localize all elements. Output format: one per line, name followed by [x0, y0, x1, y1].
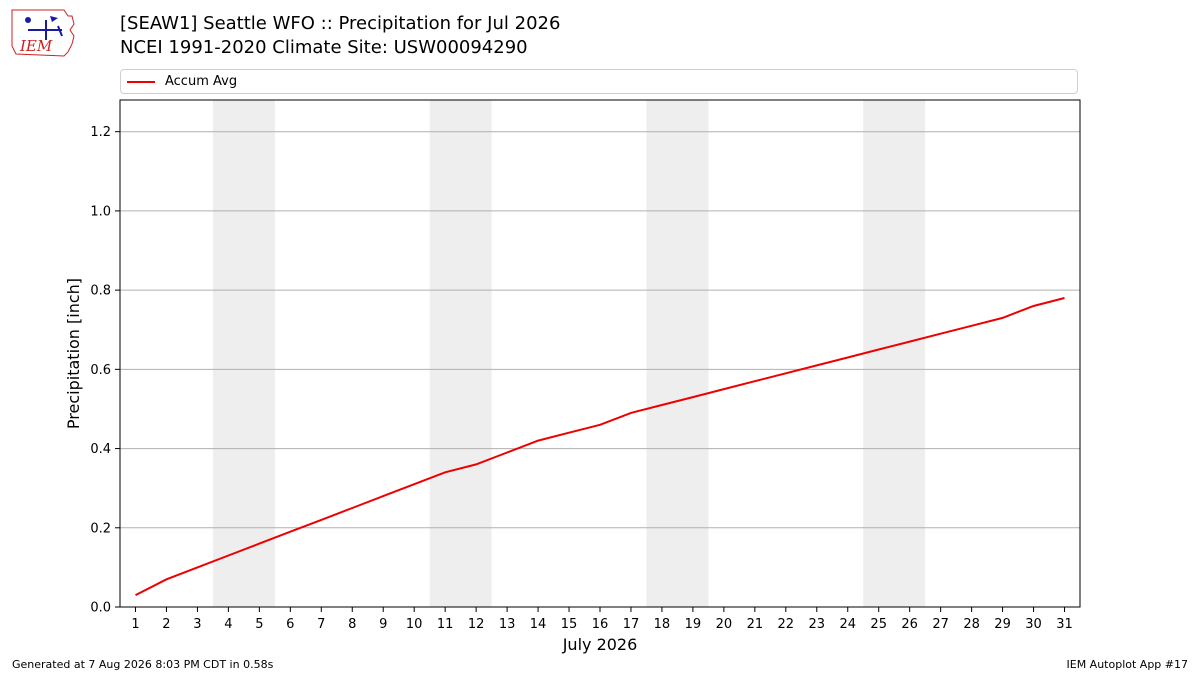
x-tick-label: 2 [162, 617, 170, 632]
x-axis-label: July 2026 [562, 635, 638, 654]
weekend-band-3 [646, 100, 709, 607]
x-tick-label: 11 [437, 617, 454, 632]
weekend-band-1 [212, 100, 275, 607]
x-tick-label: 30 [1025, 617, 1042, 632]
x-tick-label: 18 [654, 617, 671, 632]
x-tick-label: 14 [530, 617, 547, 632]
x-tick-label: 29 [994, 617, 1011, 632]
x-tick-label: 16 [592, 617, 609, 632]
x-tick-label: 20 [716, 617, 733, 632]
y-tick-label: 0.2 [90, 521, 111, 536]
x-tick-label: 13 [499, 617, 516, 632]
y-tick-label: 0.6 [90, 363, 111, 378]
x-tick-label: 8 [348, 617, 356, 632]
iem-logo: IEM [8, 6, 80, 58]
x-tick-label: 27 [932, 617, 949, 632]
x-tick-label: 25 [870, 617, 887, 632]
x-tick-label: 6 [286, 617, 294, 632]
y-tick-label: 1.2 [90, 125, 111, 140]
x-tick-label: 21 [747, 617, 764, 632]
app-credit: IEM Autoplot App #17 [1066, 658, 1189, 671]
chart-legend: Accum Avg [120, 69, 1078, 94]
chart-subtitle: NCEI 1991-2020 Climate Site: USW00094290 [120, 37, 528, 58]
y-tick-label: 0.8 [90, 284, 111, 299]
x-tick-label: 17 [623, 617, 640, 632]
y-axis-label: Precipitation [inch] [64, 278, 83, 429]
chart-title: [SEAW1] Seattle WFO :: Precipitation for… [120, 13, 561, 34]
x-tick-label: 22 [778, 617, 795, 632]
x-tick-label: 9 [379, 617, 387, 632]
x-tick-label: 7 [317, 617, 325, 632]
x-tick-label: 24 [839, 617, 856, 632]
x-tick-label: 15 [561, 617, 578, 632]
x-tick-label: 28 [963, 617, 980, 632]
x-tick-label: 1 [131, 617, 139, 632]
x-tick-label: 3 [193, 617, 201, 632]
y-tick-label: 1.0 [90, 204, 111, 219]
generated-timestamp: Generated at 7 Aug 2026 8:03 PM CDT in 0… [12, 658, 274, 671]
x-tick-label: 12 [468, 617, 485, 632]
legend-swatch-accum-avg [127, 81, 155, 83]
x-tick-label: 31 [1056, 617, 1073, 632]
y-tick-label: 0.4 [90, 442, 111, 457]
weekend-band-2 [429, 100, 492, 607]
x-tick-label: 5 [255, 617, 263, 632]
series-line-accum-avg [135, 297, 1065, 596]
x-tick-label: 26 [901, 617, 918, 632]
iem-logo-text: IEM [19, 37, 53, 55]
weekend-band-4 [863, 100, 926, 607]
x-tick-label: 4 [224, 617, 232, 632]
x-tick-label: 10 [406, 617, 423, 632]
legend-label-accum-avg: Accum Avg [165, 74, 238, 89]
x-tick-label: 23 [809, 617, 826, 632]
y-tick-label: 0.0 [90, 601, 111, 616]
x-tick-label: 19 [685, 617, 702, 632]
